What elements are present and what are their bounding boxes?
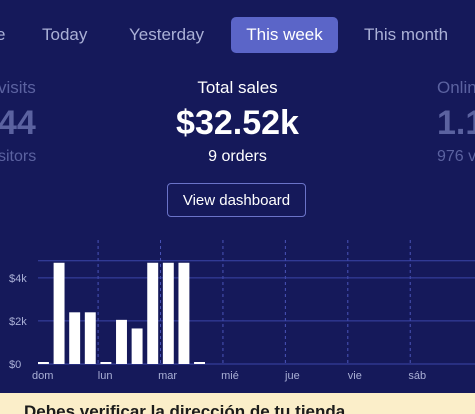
x-tick-label: mié: [221, 370, 239, 382]
bar: [194, 362, 205, 364]
tab-yesterday[interactable]: Yesterday: [129, 25, 204, 44]
orders-count: 9 orders: [208, 148, 267, 165]
bar: [131, 328, 143, 364]
view-dashboard-button[interactable]: View dashboard: [167, 183, 306, 217]
y-tick-label: $2k: [9, 316, 27, 328]
online-visitors-label: 976 v: [437, 148, 475, 165]
bar: [38, 362, 49, 364]
bar: [53, 262, 65, 364]
x-tick-label: mar: [158, 370, 177, 382]
bar: [178, 262, 190, 364]
bar: [116, 319, 127, 364]
banner-text: Debes verificar la dirección de tu tiend…: [24, 402, 346, 414]
visits-label: visits: [0, 78, 36, 97]
online-value: 1.1: [437, 104, 475, 142]
x-tick-label: lun: [98, 370, 113, 382]
x-tick-label: sáb: [408, 370, 426, 382]
online-label: Onlin: [437, 78, 475, 97]
period-tabs: e Today Yesterday This week This month: [0, 14, 475, 56]
bar: [84, 312, 96, 364]
visitors-label: sitors: [0, 148, 37, 165]
bar: [162, 262, 174, 364]
sales-bar-chart: $0 $2k $4k dom lun mar mié jue vie sáb: [9, 240, 475, 382]
x-tick-label: jue: [284, 370, 300, 382]
x-tick-label: dom: [32, 370, 53, 382]
tab-today[interactable]: Today: [42, 25, 88, 44]
total-sales-label: Total sales: [197, 78, 278, 97]
x-tick-label: vie: [348, 370, 362, 382]
visits-value: 44: [0, 104, 36, 142]
tab-this-month[interactable]: This month: [364, 25, 449, 44]
bar: [100, 362, 112, 364]
tab-this-week[interactable]: This week: [231, 17, 338, 53]
y-tick-label: $0: [9, 359, 21, 371]
tab-partial[interactable]: e: [0, 25, 6, 44]
bar: [147, 262, 159, 364]
bar: [69, 312, 81, 364]
warning-banner: Debes verificar la dirección de tu tiend…: [0, 393, 475, 414]
y-tick-label: $4k: [9, 273, 27, 285]
total-sales-value: $32.52k: [176, 104, 299, 142]
